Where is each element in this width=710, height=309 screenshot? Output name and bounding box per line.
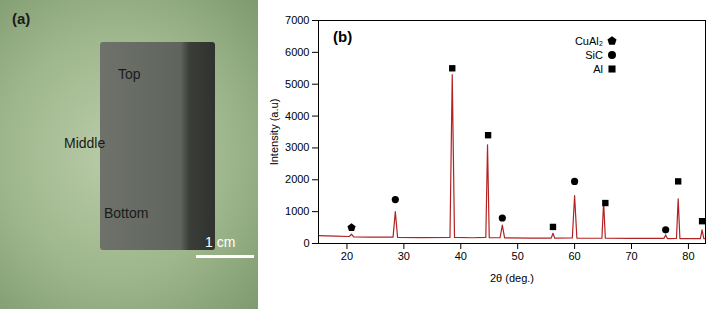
svg-text:0: 0 <box>303 237 309 249</box>
svg-text:40: 40 <box>455 250 467 262</box>
svg-text:20: 20 <box>341 250 353 262</box>
html-text:Al: Al <box>593 63 603 75</box>
svg-text:7000: 7000 <box>285 14 309 26</box>
html-text:(b): (b) <box>333 28 353 45</box>
svg-text:1000: 1000 <box>285 205 309 217</box>
svg-text:Intensity (a.u): Intensity (a.u) <box>268 99 280 166</box>
html-text:1 cm: 1 cm <box>205 234 236 250</box>
html-text:SiC: SiC <box>585 49 603 61</box>
svg-text:4000: 4000 <box>285 110 309 122</box>
svg-text:70: 70 <box>625 250 637 262</box>
svg-text:30: 30 <box>398 250 410 262</box>
svg-text:6000: 6000 <box>285 46 309 58</box>
html-text:(a): (a) <box>12 10 31 27</box>
svg-text:60: 60 <box>568 250 580 262</box>
html-text:CuAl₂: CuAl₂ <box>574 35 603 47</box>
svg-text:3000: 3000 <box>285 141 309 153</box>
svg-text:80: 80 <box>682 250 694 262</box>
html-text:Top: Top <box>118 66 141 82</box>
svg-text:50: 50 <box>512 250 524 262</box>
svg-text:2000: 2000 <box>285 173 309 185</box>
svg-text:2θ (deg.): 2θ (deg.) <box>490 272 534 284</box>
html-text:Bottom: Bottom <box>104 205 149 221</box>
html-text:Middle: Middle <box>64 135 106 151</box>
svg-text:5000: 5000 <box>285 78 309 90</box>
